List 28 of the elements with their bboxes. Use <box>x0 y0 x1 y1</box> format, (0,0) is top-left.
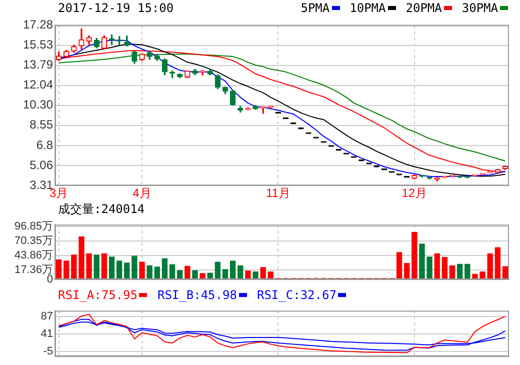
y-tick-label: 0 <box>46 273 53 286</box>
y-tick-label: 70.35万 <box>14 234 53 247</box>
y-tick-label: -5 <box>43 345 53 358</box>
chart-title: 成交量:240014 <box>58 200 145 218</box>
x-tick-label: 12月 <box>402 186 428 200</box>
y-tick-label: 87 <box>40 310 53 322</box>
y-tick-label: 96.85万 <box>14 220 53 232</box>
legend-label: RSI_A:75.95 <box>58 288 138 302</box>
y-tick-label: 10.30 <box>22 98 54 112</box>
y-tick-label: 6.8 <box>36 138 54 152</box>
y-tick-label: 17.36万 <box>14 264 53 276</box>
y-tick-label: 15.53 <box>22 38 54 52</box>
x-tick-label: 11月 <box>266 186 290 200</box>
chart-title: 2017-12-19 15:00 <box>58 1 174 15</box>
legend-label: RSI_B:45.98 <box>157 288 237 302</box>
legend-label: 30PMA <box>462 1 498 15</box>
y-tick-label: 8.55 <box>30 118 54 132</box>
x-tick-label: 4月 <box>132 186 152 200</box>
legend-label: 10PMA <box>350 1 386 15</box>
y-tick-label: 5.06 <box>30 158 54 172</box>
y-tick-label: 41 <box>40 328 53 340</box>
y-tick-label: 13.79 <box>22 58 54 72</box>
legend-label: RSI_C:32.67 <box>256 288 336 302</box>
y-tick-label: 12.04 <box>22 78 54 92</box>
legend-label: 5PMA <box>300 1 330 15</box>
y-tick-label: 43.86万 <box>14 249 53 262</box>
y-tick-label: 17.28 <box>22 18 54 32</box>
legend-label: 20PMA <box>406 1 442 15</box>
